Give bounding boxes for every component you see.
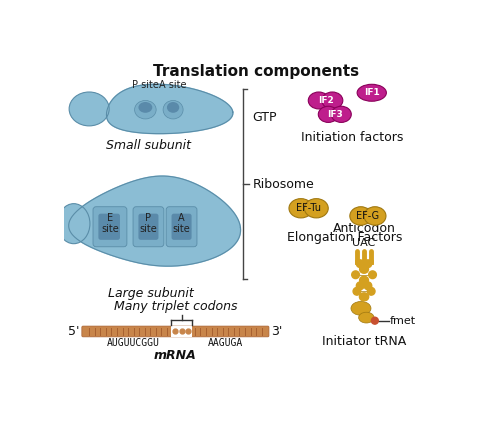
Text: P site: P site [132, 81, 159, 90]
Circle shape [352, 271, 360, 278]
Circle shape [356, 282, 364, 290]
FancyBboxPatch shape [93, 207, 127, 247]
Ellipse shape [163, 100, 183, 119]
FancyBboxPatch shape [138, 213, 158, 240]
Text: Many triplet codons: Many triplet codons [114, 300, 237, 313]
Text: Ribosome: Ribosome [252, 178, 314, 191]
Text: E
site: E site [101, 213, 119, 235]
Circle shape [368, 271, 376, 278]
Ellipse shape [138, 102, 152, 113]
Text: Small subunit: Small subunit [106, 139, 191, 152]
Text: UAC: UAC [352, 238, 376, 248]
Text: mRNA: mRNA [154, 349, 197, 362]
Ellipse shape [331, 106, 351, 123]
FancyBboxPatch shape [82, 326, 269, 337]
Text: Anticodon: Anticodon [332, 222, 396, 235]
Text: EF-Tu: EF-Tu [296, 203, 321, 213]
Ellipse shape [357, 84, 386, 101]
Text: Translation components: Translation components [153, 64, 360, 78]
Text: Elongation Factors: Elongation Factors [287, 231, 403, 244]
Circle shape [372, 317, 378, 324]
Text: A
site: A site [172, 213, 190, 235]
Ellipse shape [289, 199, 313, 218]
Ellipse shape [358, 312, 374, 323]
Ellipse shape [134, 100, 156, 119]
Text: Initiator tRNA: Initiator tRNA [322, 335, 406, 348]
Ellipse shape [308, 92, 330, 109]
Ellipse shape [350, 207, 372, 225]
Text: A site: A site [160, 81, 187, 90]
Text: AUGUUCGGU: AUGUUCGGU [106, 338, 160, 348]
Circle shape [364, 282, 372, 290]
Text: AAGUGA: AAGUGA [208, 338, 243, 348]
Circle shape [353, 288, 361, 295]
FancyBboxPatch shape [172, 213, 192, 240]
Circle shape [356, 260, 364, 268]
Circle shape [360, 265, 368, 273]
Text: P
site: P site [140, 213, 158, 235]
Circle shape [364, 260, 372, 268]
Text: IF2: IF2 [318, 96, 334, 105]
FancyBboxPatch shape [98, 213, 120, 240]
Ellipse shape [322, 92, 343, 109]
FancyBboxPatch shape [171, 326, 192, 337]
Text: IF3: IF3 [327, 110, 342, 119]
Circle shape [361, 293, 368, 301]
Text: Large subunit: Large subunit [108, 287, 194, 300]
Text: IF1: IF1 [364, 88, 380, 97]
Text: EF-G: EF-G [356, 211, 380, 221]
Ellipse shape [304, 199, 328, 218]
Ellipse shape [69, 92, 109, 126]
Circle shape [361, 265, 368, 273]
Ellipse shape [167, 102, 179, 113]
Text: Initiation factors: Initiation factors [302, 131, 404, 144]
Circle shape [360, 276, 368, 284]
Polygon shape [106, 84, 233, 134]
Ellipse shape [318, 106, 338, 123]
Circle shape [360, 293, 367, 301]
Polygon shape [68, 176, 240, 266]
Ellipse shape [351, 301, 371, 315]
FancyBboxPatch shape [166, 207, 197, 247]
Text: fmet: fmet [390, 316, 415, 326]
Text: 3': 3' [271, 325, 282, 338]
Text: GTP: GTP [252, 111, 277, 124]
Text: 5': 5' [68, 325, 80, 338]
Circle shape [368, 288, 375, 295]
FancyBboxPatch shape [133, 207, 164, 247]
Circle shape [361, 276, 368, 284]
Ellipse shape [364, 207, 386, 225]
Ellipse shape [58, 204, 90, 244]
